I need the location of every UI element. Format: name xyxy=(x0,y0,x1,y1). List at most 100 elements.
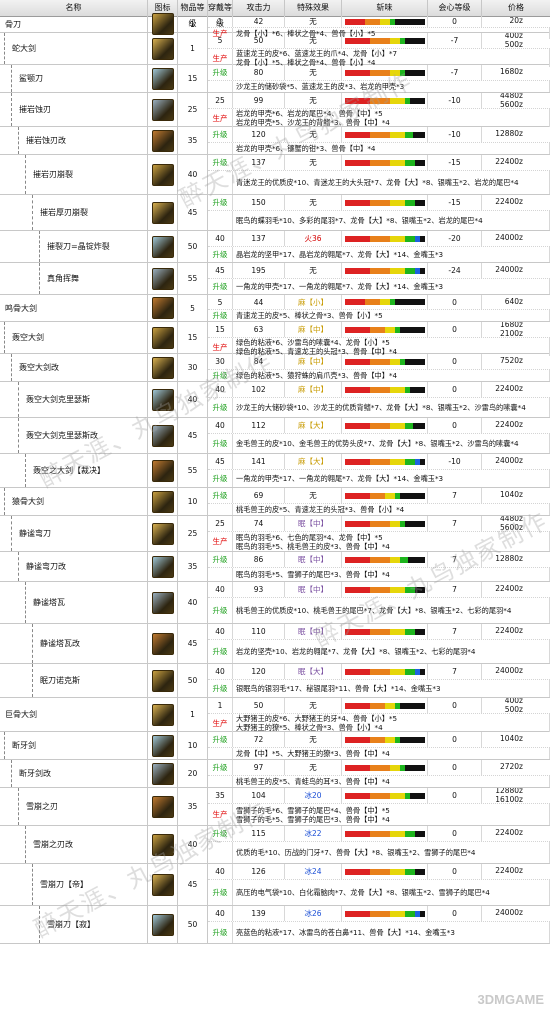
weapon-name: 静谧弯刀改 xyxy=(25,561,67,572)
table-header: 名称 图标 物品等级 穿戴等级 攻击力 特殊效果 斩味 会心等级 价格 xyxy=(0,0,550,28)
price-cell: 22400z xyxy=(495,626,523,636)
materials-row: 生产 大野猪王的皮*6、大野猪王的牙*4、兽骨【小】*5 大野猪王的獠*5、棒状之… xyxy=(208,714,550,732)
weapon-row[interactable]: 真角挥舞 55 45 195 无 -24 24000z 升级 一角龙的甲壳*17、一角龙的翱尾*… xyxy=(0,263,550,295)
sharpness-segment xyxy=(394,326,400,333)
sharpness-segment xyxy=(399,69,405,76)
materials-text: 岩龙的坚壳*10、岩龙的翱尾*7、龙骨【大】*8、银嘴玉*2、七彩的尾羽*4 xyxy=(233,640,550,663)
special-cell: 无 xyxy=(285,195,342,210)
affinity-cell: -24 xyxy=(428,263,482,278)
tree-connector xyxy=(32,624,34,663)
slot-cell: 5 xyxy=(208,33,233,48)
stats-row: 升级 150 无 -15 22400z xyxy=(208,195,550,211)
weapon-row[interactable]: 蛇大剑 1 5 50 无 -7 400z 500z 生产 蓝速龙王的皮*6、蓝速龙王的爪*4、龙… xyxy=(0,33,550,67)
weapon-row[interactable]: 轰空大剑克里瑟斯改 45 40 112 麻【大】 0 22400z 升级 金毛兽王的皮*10、金… xyxy=(0,418,550,454)
weapon-row[interactable]: 摧岩蚀刃改 35 升级 120 无 -10 12880z 岩龙的甲壳*6、镰蟹的钳*3、兽骨【… xyxy=(0,127,550,155)
slot-cell: 40 xyxy=(208,906,233,921)
sharpness-bar xyxy=(344,702,425,709)
weapon-row[interactable]: 轰空大剑 15 15 63 麻【中】 0 1680z 2100z 生产 绿色的粘液*6、沙雷鸟的… xyxy=(0,322,550,356)
materials-text: 岩龙的甲壳*6、镰蟹的钳*3、兽骨【中】*4 xyxy=(233,143,550,154)
attack-cell: 44 xyxy=(233,295,285,309)
slot-cell: 35 xyxy=(208,788,233,803)
weapon-row[interactable]: 摧岩刃崩裂 40 升级 137 无 -15 22400z 青迷龙王的优质皮*10、青迷龙王的大… xyxy=(0,155,550,195)
rarity-cell: 50 xyxy=(178,231,208,262)
rarity-cell: 50 xyxy=(178,906,208,943)
sharpness-segment xyxy=(344,764,370,771)
special-cell: 无 xyxy=(285,127,342,142)
weapon-name: 雪崩之刃改 xyxy=(32,839,74,850)
sword-icon xyxy=(151,490,174,513)
weapon-row[interactable]: 静谧塔瓦改 45 40 110 眠【中】 7 22400z 升级 岩龙的坚壳*10、岩龙的翱尾*… xyxy=(0,624,550,664)
weapon-row[interactable]: 摧裂刀=晶锭炸裂 50 40 137 火36 -20 24000z 升级 晶岩龙的坚甲*17、晶… xyxy=(0,231,550,263)
weapon-detail: 40 112 麻【大】 0 22400z 升级 金毛兽王的皮*10、金毛兽王的优势头皮*7、… xyxy=(208,418,550,453)
weapon-row[interactable]: 静谧塔瓦 40 40 93 眠【中】 7 22400z 升级 桃毛兽王的优质皮*10、桃毛兽王的… xyxy=(0,582,550,624)
weapon-row[interactable]: 轰空大剑克里瑟斯 40 40 102 麻【中】 0 22400z 升级 沙龙王的大储砂袋*10、… xyxy=(0,382,550,418)
weapon-name: 静谧塔瓦 xyxy=(32,597,66,608)
header-attack: 攻击力 xyxy=(233,0,285,16)
weapon-row[interactable]: 雪崩刀【帝】 45 40 126 冰24 0 22400z 升级 高压的电气袋*10、白化霜脑肉… xyxy=(0,864,550,906)
weapon-name: 蛇大剑 xyxy=(11,43,37,54)
weapon-name-cell: 眠刀诺克斯 xyxy=(0,664,148,697)
special-cell: 麻【中】 xyxy=(285,354,342,369)
weapon-row[interactable]: 轰空大剑改 30 30 84 麻【中】 0 7520z 升级 绿色的粘液*5、猿狩蛛的肩爪壳*3… xyxy=(0,354,550,382)
sharpness-segment xyxy=(404,586,415,593)
special-cell: 无 xyxy=(285,93,342,108)
weapon-name: 雪崩刀【帝】 xyxy=(39,879,89,890)
source-tag: 升级 xyxy=(208,598,233,623)
affinity-cell: -10 xyxy=(428,93,482,108)
sharpness-cell xyxy=(342,454,428,469)
attack-cell: 74 xyxy=(233,516,285,531)
sharpness-cell xyxy=(342,732,428,747)
weapon-name-cell: 轰空之大剑【裁决】 xyxy=(0,454,148,487)
price-cell: 400z 500z xyxy=(504,698,523,713)
weapon-row[interactable]: 猿骨大剑 10 升级 69 无 7 1040z 桃毛兽王的皮*5、青速龙王的头冠*3、兽骨【小… xyxy=(0,488,550,516)
weapon-row[interactable]: 鸣骨大剑 5 5 44 麻【小】 0 640z 升级 青速龙王的皮*5、棒状之骨*3、兽骨【小】… xyxy=(0,295,550,322)
sharpness-segment xyxy=(389,556,400,563)
weapon-row[interactable]: 断牙剑 10 升级 72 无 0 1040z 龙骨【中】*5、大野猪王的獠*3、兽骨【中】*4 xyxy=(0,732,550,760)
weapon-row[interactable]: 巨骨大剑 1 1 50 无 0 400z 500z 生产 大野猪王的皮*6、大野猪王的牙*4、兽… xyxy=(0,698,550,732)
price-cell: 12880z xyxy=(495,129,523,139)
weapon-row[interactable]: 雪崩刀【寂】 50 40 139 冰26 0 24000z 升级 亮蓝色的粘液*17、冰雷鸟的苍… xyxy=(0,906,550,944)
weapon-icon-cell xyxy=(148,155,178,194)
tree-connector xyxy=(32,864,34,905)
sharpness-segment xyxy=(414,267,420,274)
weapon-row[interactable]: 鲨颚刀 15 升级 80 无 -7 1680z 沙龙王的储砂袋*5、蓝速龙王的皮*3、岩龙的甲… xyxy=(0,65,550,93)
weapon-row[interactable]: 断牙剑改 20 升级 97 无 0 2720z 桃毛兽王的皮*5、青蛙鸟的耳*3、兽骨【中】*… xyxy=(0,760,550,788)
weapon-row[interactable]: 雪崩之刃 35 35 104 冰20 0 12880z 16100z 生产 雪狮子的毛*6、雪狮… xyxy=(0,788,550,826)
weapon-row[interactable]: 静谧弯刀改 35 升级 86 眠【中】 7 12880z 眠鸟的羽毛*5、雪狮子的尾巴*3、兽… xyxy=(0,552,550,582)
weapon-row[interactable]: 雪崩之刃改 40 升级 115 冰22 0 22400z 优质的毛*10、历战的门牙*7、兽骨… xyxy=(0,826,550,864)
sharpness-segment xyxy=(404,199,415,206)
attack-cell: 139 xyxy=(233,906,285,921)
attack-cell: 126 xyxy=(233,864,285,879)
rarity-cell: 45 xyxy=(178,195,208,230)
site-logo: 3DMGAME xyxy=(477,992,544,1007)
weapon-name-cell: 鲨颚刀 xyxy=(0,65,148,92)
sharpness-segment xyxy=(399,37,405,44)
sharpness-segment xyxy=(389,131,405,138)
weapon-row[interactable]: 摧岩蚀刃 25 25 99 无 -10 4480z 5600z 生产 岩龙的甲壳*6、岩龙的尾巴… xyxy=(0,93,550,127)
attack-cell: 102 xyxy=(233,382,285,397)
sharpness-segment xyxy=(369,628,390,635)
sharpness-segment xyxy=(384,736,395,743)
attack-cell: 63 xyxy=(233,322,285,337)
affinity-cell: 7 xyxy=(428,664,482,679)
weapon-row[interactable]: 骨刀 1 1 42 无 0 20z 生产 龙骨【小】*6、棒状之骨*4、兽骨【小】*5 xyxy=(0,13,550,39)
sharpness-segment xyxy=(369,159,390,166)
weapon-row[interactable]: 摧岩厚刃崩裂 45 升级 150 无 -15 22400z 眠鸟的蝶羽毛*10、多彩的尾羽*7… xyxy=(0,195,550,231)
weapon-row[interactable]: 眠刀诺克斯 50 40 120 眠【大】 7 24000z 升级 银眠鸟的银羽毛*17、秘银尾羽… xyxy=(0,664,550,698)
weapon-icon-cell xyxy=(148,788,178,825)
affinity-cell: 0 xyxy=(428,382,482,397)
affinity-cell: 7 xyxy=(428,582,482,597)
weapon-detail: 40 93 眠【中】 7 22400z 升级 桃毛兽王的优质皮*10、桃毛兽王的尾巴*7、龙… xyxy=(208,582,550,623)
slot-cell: 40 xyxy=(208,231,233,246)
slot-cell: 40 xyxy=(208,382,233,397)
stats-row: 升级 72 无 0 1040z xyxy=(208,732,550,748)
price-cell: 640z xyxy=(504,296,523,306)
weapon-row[interactable]: 轰空之大剑【裁决】 55 45 141 麻【大】 -10 24000z 升级 一角龙的甲壳*17… xyxy=(0,454,550,488)
weapon-icon-cell xyxy=(148,906,178,943)
weapon-name-cell: 断牙剑 xyxy=(0,732,148,759)
rarity-cell: 45 xyxy=(178,864,208,905)
weapon-row[interactable]: 静谧弯刀 25 25 74 眠【中】 7 4480z 5600z 生产 眠鸟的羽毛*6、七色的尾… xyxy=(0,516,550,552)
weapon-name: 摧岩蚀刃 xyxy=(18,104,52,115)
sharpness-segment xyxy=(399,556,408,563)
attack-cell: 50 xyxy=(233,33,285,48)
